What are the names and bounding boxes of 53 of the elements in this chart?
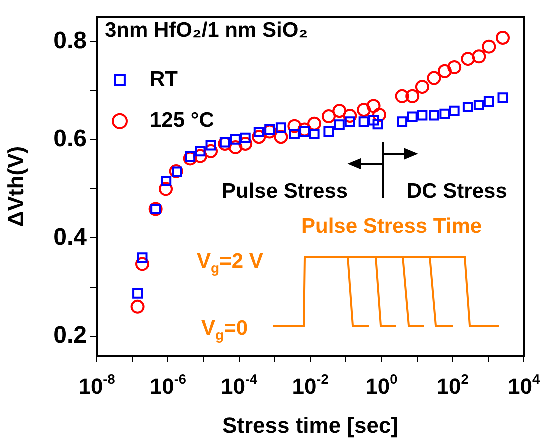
point	[169, 164, 184, 178]
point	[289, 128, 300, 140]
point	[438, 64, 452, 78]
chart-title: 3nm HfO₂/1 nm SiO₂	[105, 19, 308, 42]
x-axis-title: Stress time [sec]	[222, 412, 399, 438]
point	[427, 71, 442, 86]
point	[161, 176, 172, 187]
y-tick-label: 0.2	[54, 322, 87, 349]
point	[136, 257, 150, 272]
annotation: DC Stress	[407, 180, 508, 203]
point	[206, 140, 216, 151]
point	[183, 152, 198, 166]
point	[334, 120, 345, 130]
point	[498, 92, 508, 104]
point	[415, 80, 430, 94]
point	[474, 100, 484, 110]
point	[461, 52, 476, 66]
point	[276, 122, 286, 134]
point	[462, 102, 474, 112]
point	[204, 144, 218, 158]
point	[324, 126, 334, 137]
point	[332, 104, 347, 118]
point	[366, 99, 381, 114]
point	[137, 252, 148, 264]
point	[252, 130, 266, 144]
point	[264, 124, 276, 136]
annotation: V$_{g}$=2 V	[197, 250, 264, 276]
point	[428, 110, 440, 121]
point	[288, 119, 302, 134]
point	[230, 134, 241, 145]
point	[238, 137, 253, 152]
y-axis-title: ΔVth(V)	[3, 146, 28, 227]
point	[368, 115, 380, 126]
point	[417, 110, 428, 121]
annotation: Pulse Stress	[222, 180, 348, 203]
point	[496, 31, 510, 46]
point	[440, 108, 450, 120]
y-tick-label: 0.6	[54, 126, 87, 153]
point	[322, 110, 336, 124]
point	[358, 116, 370, 128]
annotation: V$_{g}$=0	[202, 317, 248, 344]
point	[274, 130, 288, 144]
y-tick-label: 0.4	[54, 224, 88, 251]
point	[193, 149, 208, 164]
point	[228, 140, 243, 154]
annotation: Pulse Stress Time	[302, 215, 482, 238]
legend-label: RT	[150, 68, 178, 92]
legend-label: 125 °C	[150, 109, 214, 132]
point	[472, 50, 486, 64]
point	[159, 182, 174, 196]
point	[218, 137, 232, 152]
point	[357, 103, 372, 118]
y-tick-label: 0.8	[54, 28, 87, 55]
